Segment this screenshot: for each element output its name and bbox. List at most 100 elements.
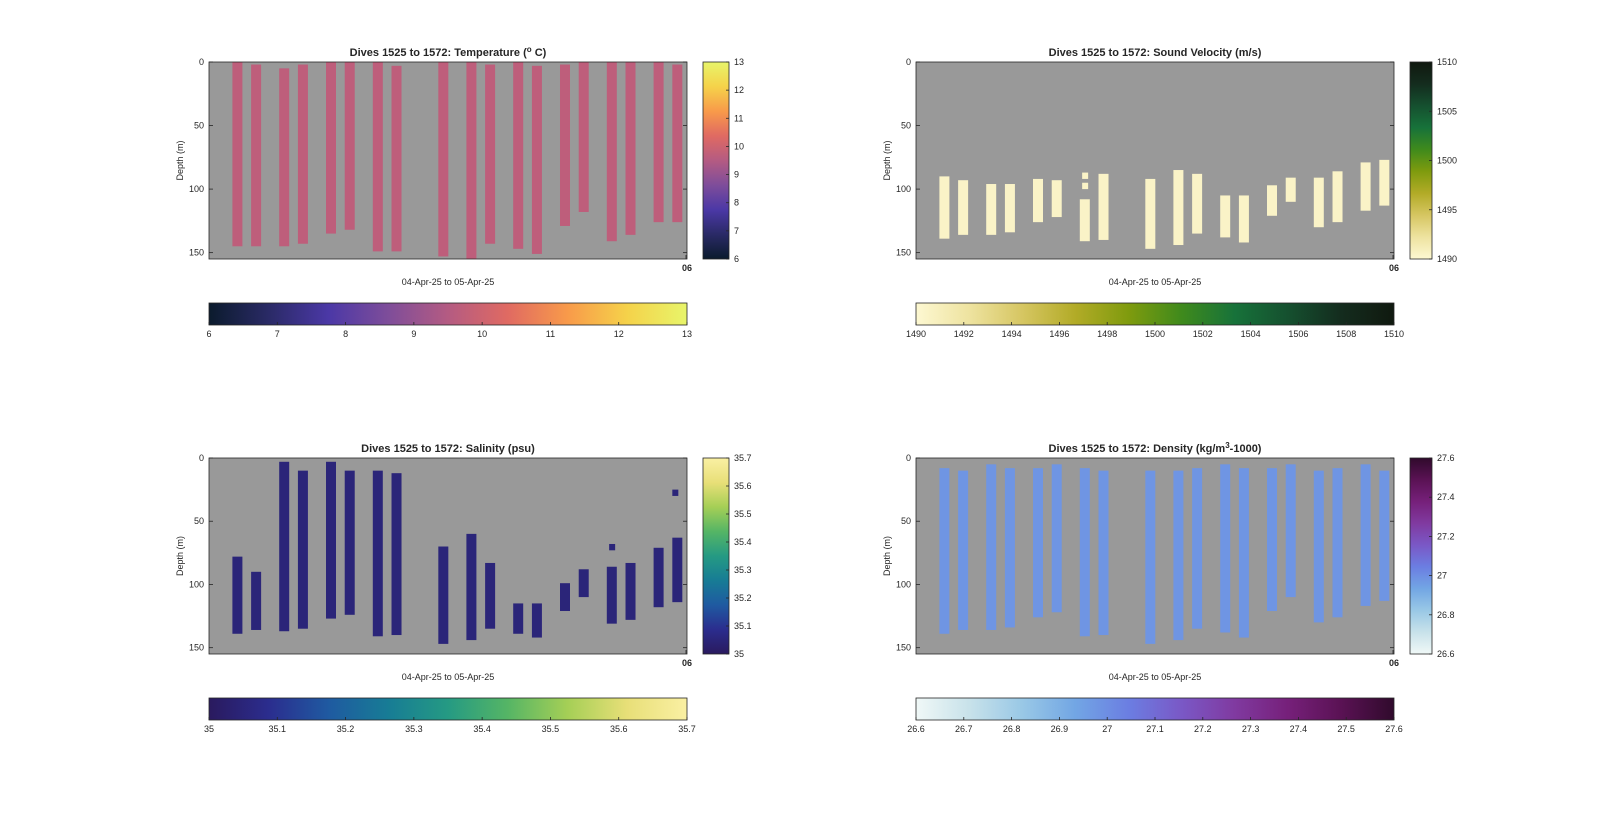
y-tick-label: 0	[906, 57, 911, 67]
dive-profile	[560, 583, 570, 612]
dive-profile	[466, 533, 477, 641]
colorbar-tick-label: 8	[343, 329, 348, 339]
dive-profile	[1267, 468, 1277, 612]
colorbar-tick-label: 35.3	[405, 724, 423, 734]
dive-profile	[1379, 470, 1390, 601]
dive-profile	[560, 64, 570, 226]
axes-box	[208, 457, 688, 655]
colorbar-tick-label: 11	[734, 113, 743, 123]
colorbar-tick-label: 27.6	[1385, 724, 1403, 734]
x-tick-label: 06	[1389, 263, 1399, 273]
dive-profile	[1332, 171, 1343, 223]
dive-profile	[513, 603, 524, 634]
dive-profile	[1192, 173, 1203, 234]
dive-profile	[438, 62, 449, 257]
colorbar-tick-label: 7	[275, 329, 280, 339]
dive-profile	[485, 562, 496, 629]
y-tick-label: 100	[896, 579, 911, 589]
colorbar-tick-label: 35.3	[734, 565, 752, 575]
dive-profile	[1238, 468, 1249, 638]
dive-profile	[391, 65, 402, 252]
colorbar-vertical	[1409, 457, 1433, 655]
dive-profile	[1332, 468, 1343, 618]
colorbar-tick-label: 7	[734, 226, 739, 236]
colorbar-tick-label: 1508	[1336, 329, 1356, 339]
colorbar-tick-label: 27.5	[1337, 724, 1355, 734]
colorbar-vertical	[1409, 61, 1433, 260]
dive-profile	[513, 62, 524, 249]
dive-profile	[606, 62, 617, 242]
x-tick-label: 06	[682, 263, 692, 273]
colorbar-tick-label: 11	[546, 329, 555, 339]
colorbar-tick-label: 26.6	[1437, 649, 1455, 659]
dive-profile	[1079, 468, 1090, 637]
dive-profile	[1313, 177, 1324, 228]
dive-profile	[653, 62, 664, 223]
dive-profile	[1145, 178, 1156, 249]
x-tick-label: 06	[1389, 658, 1399, 668]
y-tick-label: 0	[199, 57, 204, 67]
y-axis-label: Depth (m)	[882, 140, 892, 180]
dive-profile	[958, 470, 969, 630]
colorbar-tick-label: 1500	[1145, 329, 1165, 339]
colorbar-tick-label: 35.4	[734, 537, 752, 547]
colorbar-tick-label: 27.3	[1242, 724, 1260, 734]
dive-profile	[625, 562, 636, 620]
colorbar-tick-label: 35.5	[734, 509, 752, 519]
y-tick-label: 150	[896, 248, 911, 258]
colorbar-tick-label: 12	[614, 329, 624, 339]
colorbar-horizontal	[915, 302, 1395, 326]
colorbar-tick-label: 26.6	[907, 724, 925, 734]
y-tick-label: 100	[189, 184, 204, 194]
dive-profile	[1220, 195, 1231, 238]
dive-profile	[1145, 470, 1156, 644]
colorbar-tick-label: 35.2	[337, 724, 355, 734]
chart-title: Dives 1525 to 1572: Temperature (o C)	[350, 45, 547, 59]
dive-profile	[1004, 468, 1015, 628]
dive-profile	[531, 65, 542, 254]
dive-profile	[531, 603, 542, 638]
colorbar-tick-label: 35.2	[734, 593, 752, 603]
dive-profile	[578, 62, 589, 212]
colorbar-tick-label: 13	[734, 57, 744, 67]
colorbar-tick-label: 27.1	[1146, 724, 1164, 734]
y-axis-label: Depth (m)	[175, 140, 185, 180]
y-tick-label: 50	[194, 121, 204, 131]
dive-profile	[251, 571, 262, 630]
colorbar-tick-label: 26.9	[1051, 724, 1069, 734]
dive-profile	[1360, 464, 1371, 606]
colorbar-tick-label: 1494	[1002, 329, 1022, 339]
dive-profile	[1173, 170, 1184, 246]
dive-profile	[466, 62, 477, 259]
chart-title: Dives 1525 to 1572: Sound Velocity (m/s)	[1049, 47, 1262, 59]
colorbar-tick-label: 1505	[1437, 106, 1457, 116]
colorbar-tick-label: 35.1	[269, 724, 287, 734]
colorbar-vertical	[702, 457, 730, 655]
y-tick-label: 0	[199, 453, 204, 463]
colorbar-tick-label: 10	[734, 141, 744, 151]
x-axis-label: 04-Apr-25 to 05-Apr-25	[402, 672, 495, 682]
dive-profile	[1033, 468, 1043, 618]
colorbar-tick-label: 1490	[906, 329, 926, 339]
y-tick-label: 150	[896, 643, 911, 653]
colorbar-tick-label: 35.7	[734, 453, 752, 463]
dive-profile	[1379, 159, 1390, 206]
dive-profile	[326, 62, 336, 234]
colorbar-tick-label: 35.4	[473, 724, 491, 734]
colorbar-tick-label: 1500	[1437, 156, 1457, 166]
title-tail: C)	[532, 47, 547, 59]
dive-profile	[297, 470, 308, 629]
colorbar-tick-label: 27	[1437, 571, 1447, 581]
colorbar-tick-label: 35.6	[610, 724, 628, 734]
chart-title: Dives 1525 to 1572: Salinity (psu)	[361, 443, 535, 455]
x-tick-label: 06	[682, 658, 692, 668]
dive-fragment	[672, 489, 679, 496]
x-axis-label: 04-Apr-25 to 05-Apr-25	[1109, 672, 1202, 682]
dive-profile	[438, 546, 449, 644]
title-superscript: 3	[1225, 441, 1230, 450]
colorbar-vertical	[702, 61, 730, 260]
dive-profile	[1051, 464, 1062, 613]
colorbar-tick-label: 27.2	[1194, 724, 1212, 734]
dive-profile	[344, 470, 355, 615]
subplot-2: Dives 1525 to 1572: Sound Velocity (m/s)…	[882, 47, 1457, 339]
